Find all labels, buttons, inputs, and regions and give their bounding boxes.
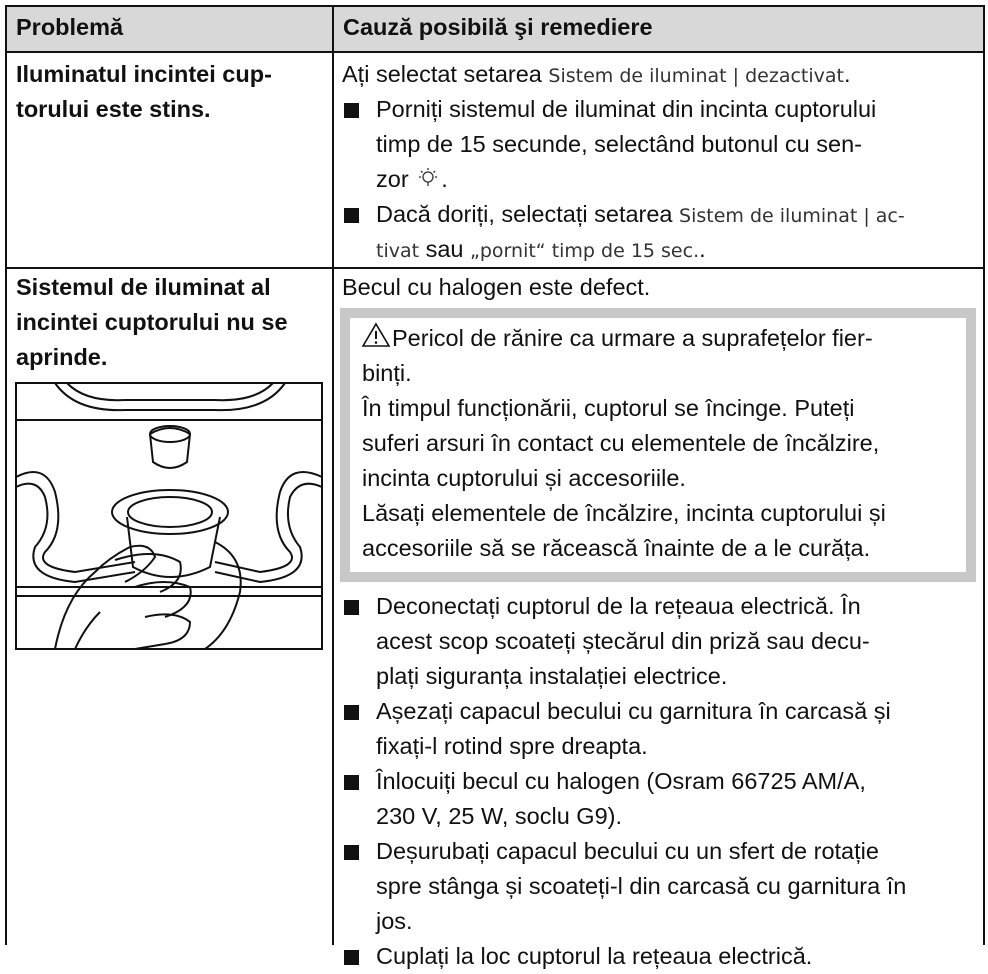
step: Așezați capacul becului cu garnitura în …: [342, 694, 977, 764]
step-line: Așezați capacul becului cu garnitura în …: [376, 698, 891, 724]
warning-line: Lăsați elementele de încălzire, incinta …: [362, 500, 886, 526]
text: Pericol de rănire ca urmare a suprafețel…: [392, 325, 873, 351]
text: zor: [376, 166, 416, 192]
display-setting: Sistem de iluminat | ac-: [679, 205, 905, 227]
step-line: Deconectați cuptorul de la rețeaua elect…: [376, 593, 861, 619]
step-line: 230 V, 25 W, soclu G9).: [376, 803, 623, 829]
problem-cell: Sistemul de iluminat al incintei cuptoru…: [16, 270, 288, 375]
illustration: [15, 382, 323, 650]
step-line: zor .: [376, 162, 977, 197]
text: .: [441, 166, 448, 192]
step-line: plați siguranța instalației electrice.: [376, 663, 728, 689]
table-border: [5, 267, 985, 269]
warning-line: suferi arsuri în contact cu elementele d…: [362, 430, 880, 456]
header-cell: Problemă: [16, 10, 123, 45]
step: Porniți sistemul de iluminat din incinta…: [342, 92, 977, 197]
step: Înlocuiți becul cu halogen (Osram 66725 …: [342, 764, 977, 834]
step-line: Dacă doriți, selectați setarea Sistem de…: [376, 197, 977, 232]
problem-line: torului este stins.: [16, 96, 211, 122]
warning-line: Pericol de rănire ca urmare a suprafețel…: [361, 321, 956, 356]
step-line: Cuplați la loc cuptorul la rețeaua elect…: [376, 943, 813, 969]
problem-line: Iluminatul incintei cup-: [16, 61, 272, 87]
step-line: jos.: [376, 908, 413, 934]
problem-line: aprinde.: [16, 344, 108, 370]
cause-cell: Ați selectat setarea Sistem de iluminat …: [342, 57, 977, 267]
step: Deconectați cuptorul de la rețeaua elect…: [342, 589, 977, 694]
step-line: fixați-l rotind spre dreapta.: [376, 733, 648, 759]
warning-line: incinta cuptorului și accesoriile.: [362, 465, 686, 491]
step-line: Porniți sistemul de iluminat din incinta…: [376, 96, 877, 122]
display-setting: Sistem de iluminat | dezactivat: [548, 65, 844, 87]
header-cell: Cauză posibilă şi remediere: [343, 10, 653, 45]
intro: Ați selectat setarea Sistem de iluminat …: [342, 57, 977, 92]
step-line: acest scop scoateți ștecărul din priză s…: [376, 628, 870, 654]
light-icon: [419, 168, 438, 186]
step: Deșurubați capacul becului cu un sfert d…: [342, 834, 977, 939]
text: sau: [419, 236, 471, 262]
display-setting: tivat: [376, 240, 420, 262]
text: .: [699, 236, 706, 262]
table-border: [5, 5, 985, 7]
text: .: [844, 61, 851, 87]
intro: Becul cu halogen este defect.: [342, 274, 651, 300]
step: Cuplați la loc cuptorul la rețeaua elect…: [342, 939, 977, 974]
header-text: Problemă: [16, 14, 124, 40]
display-setting: „pornit“ timp de 15 sec.: [470, 240, 700, 262]
header-text: Cauză posibilă şi remediere: [343, 14, 653, 40]
step-line: Înlocuiți becul cu halogen (Osram 66725 …: [376, 768, 866, 794]
header-bg: [5, 5, 985, 52]
problem-line: incintei cuptorului nu se: [16, 309, 288, 335]
table-border: [5, 5, 7, 945]
warning-box: Pericol de rănire ca urmare a suprafețel…: [340, 308, 976, 582]
warning-line: binți.: [362, 360, 412, 386]
page: Problemă Cauză posibilă şi remediere Ilu…: [5, 5, 985, 969]
cause-cell: Becul cu halogen este defect. Pericol de…: [340, 270, 977, 974]
step: Dacă doriți, selectați setarea Sistem de…: [342, 197, 977, 267]
step-line: timp de 15 secunde, selectând butonul cu…: [376, 131, 862, 157]
text: Ați selectat setarea: [342, 61, 549, 87]
problem-cell: Iluminatul incintei cup- torului este st…: [16, 57, 272, 127]
problem-line: Sistemul de iluminat al: [16, 274, 271, 300]
text: Dacă doriți, selectați setarea: [376, 201, 680, 227]
warning-line: În timpul funcționării, cuptorul se înci…: [362, 395, 855, 421]
step-line: spre stânga și scoateți-l din carcasă cu…: [376, 873, 907, 899]
table-border: [332, 5, 334, 945]
warning-icon: [361, 322, 391, 347]
warning-line: accesoriile să se răcească înainte de a …: [362, 535, 871, 561]
table-border: [5, 51, 985, 53]
step-line: Deșurubați capacul becului cu un sfert d…: [376, 838, 879, 864]
steps: Deconectați cuptorul de la rețeaua elect…: [342, 589, 977, 974]
step-line: tivat sau „pornit“ timp de 15 sec..: [376, 232, 977, 267]
table-border: [983, 5, 985, 945]
